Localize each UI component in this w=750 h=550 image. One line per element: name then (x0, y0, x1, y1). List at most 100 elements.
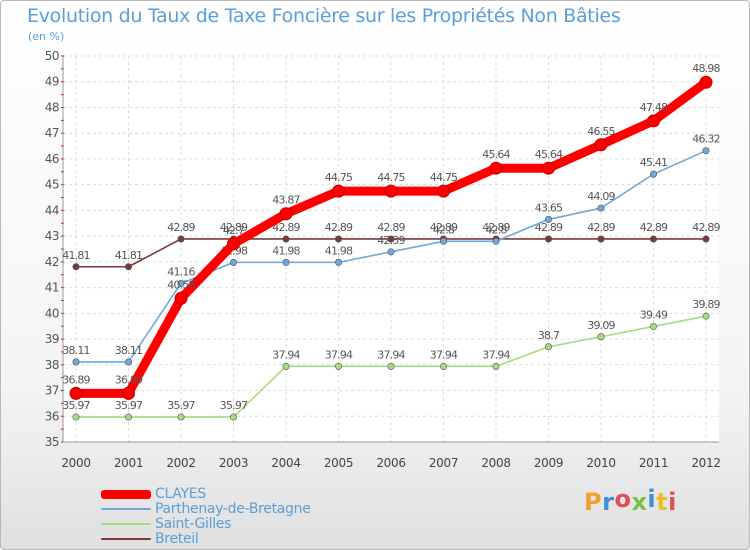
y-tick-label: 38 (45, 358, 59, 372)
data-point-breteil (177, 235, 185, 243)
data-label-saint-gilles: 37.94 (272, 348, 300, 361)
data-point-parthenay (334, 258, 342, 266)
legend-label-saint-gilles: Saint-Gilles (155, 516, 232, 532)
data-point-clayes (647, 114, 660, 128)
data-label-clayes: 36.89 (62, 373, 90, 386)
data-point-saint-gilles (177, 413, 185, 421)
data-label-parthenay: 42.39 (377, 234, 405, 247)
data-label-saint-gilles: 35.97 (220, 399, 248, 412)
x-tick-label: 2000 (61, 456, 90, 470)
data-point-clayes (489, 161, 503, 175)
proxiti-logo: Proxiti (584, 485, 677, 516)
data-point-parthenay (597, 204, 605, 212)
y-tick-label: 50 (45, 49, 59, 63)
data-label-saint-gilles: 37.94 (325, 348, 353, 361)
y-tick-label: 43 (45, 229, 59, 243)
data-point-breteil (72, 263, 80, 271)
chart-title: Evolution du Taux de Taxe Foncière sur l… (27, 5, 621, 27)
y-tick-label: 40 (45, 306, 59, 320)
data-label-saint-gilles: 37.94 (482, 348, 510, 361)
data-point-breteil (282, 235, 290, 243)
data-point-parthenay (125, 358, 133, 366)
data-point-parthenay (230, 258, 238, 266)
y-tick-label: 44 (45, 203, 59, 217)
data-label-breteil: 42.89 (272, 221, 300, 234)
data-point-saint-gilles (282, 362, 290, 370)
x-tick-label: 2009 (534, 456, 563, 470)
data-label-clayes: 44.75 (377, 171, 405, 184)
legend-item-parthenay: Parthenay-de-Bretagne (101, 501, 311, 517)
data-label-clayes: 36.89 (115, 373, 143, 386)
x-tick-label: 2004 (271, 456, 300, 470)
data-label-saint-gilles: 35.97 (115, 399, 143, 412)
x-tick-label: 2011 (639, 456, 668, 470)
data-label-breteil: 42.89 (377, 221, 405, 234)
legend-swatch-saint-gilles (101, 523, 151, 525)
y-tick-label: 37 (45, 384, 59, 398)
data-label-clayes: 45.64 (482, 148, 510, 161)
legend-label-parthenay: Parthenay-de-Bretagne (155, 501, 311, 517)
data-point-clayes (437, 184, 450, 198)
y-tick-label: 47 (45, 126, 59, 140)
data-point-saint-gilles (544, 343, 552, 351)
data-label-parthenay: 42.8 (433, 223, 455, 236)
data-label-breteil: 42.89 (640, 221, 668, 234)
data-label-parthenay: 43.65 (535, 201, 563, 214)
data-label-saint-gilles: 35.97 (62, 399, 90, 412)
data-point-breteil (544, 235, 552, 243)
data-label-parthenay: 45.41 (640, 156, 668, 169)
data-label-clayes: 48.98 (692, 62, 720, 75)
data-point-breteil (649, 235, 657, 243)
data-label-clayes: 40.58 (167, 278, 195, 291)
chart-subtitle: (en %) (28, 30, 65, 43)
x-tick-label: 2006 (376, 456, 405, 470)
legend-label-clayes: CLAYES (155, 486, 206, 502)
data-label-clayes: 42.7 (223, 224, 245, 237)
data-point-clayes (594, 138, 608, 152)
x-tick-label: 2001 (114, 456, 143, 470)
x-tick-label: 2010 (586, 456, 615, 470)
data-label-parthenay: 41.98 (272, 244, 300, 257)
data-point-clayes (69, 386, 83, 400)
legend-swatch-parthenay (101, 508, 151, 510)
data-point-saint-gilles (125, 413, 133, 421)
data-label-breteil: 42.89 (482, 221, 510, 234)
data-label-breteil: 42.89 (220, 221, 248, 234)
data-label-clayes: 44.75 (430, 171, 458, 184)
data-point-clayes (174, 291, 188, 305)
y-tick-label: 42 (45, 255, 59, 269)
data-point-parthenay (72, 358, 80, 366)
data-point-parthenay (282, 258, 290, 266)
data-point-parthenay (439, 237, 447, 245)
y-tick-label: 35 (45, 435, 59, 449)
data-point-breteil (702, 235, 710, 243)
data-point-saint-gilles (597, 333, 605, 341)
data-label-parthenay: 41.98 (325, 244, 353, 257)
data-label-clayes: 45.64 (535, 148, 563, 161)
data-point-clayes (699, 75, 713, 89)
data-label-saint-gilles: 38.7 (538, 329, 560, 342)
data-point-saint-gilles (702, 312, 710, 320)
legend-item-saint-gilles: Saint-Gilles (101, 516, 231, 532)
data-point-clayes (384, 184, 398, 198)
data-label-breteil: 41.81 (62, 249, 90, 262)
x-tick-label: 2008 (481, 456, 510, 470)
data-label-breteil: 42.89 (692, 221, 720, 234)
data-label-parthenay: 46.32 (692, 133, 720, 146)
y-tick-label: 39 (45, 332, 59, 346)
legend-swatch-breteil (101, 538, 151, 540)
data-point-clayes (279, 207, 293, 221)
data-label-breteil: 42.89 (535, 221, 563, 234)
data-label-parthenay: 41.16 (167, 265, 195, 278)
y-tick-label: 48 (45, 100, 59, 114)
y-tick-label: 36 (45, 409, 59, 423)
x-tick-label: 2002 (166, 456, 195, 470)
data-label-breteil: 41.81 (115, 249, 143, 262)
data-point-breteil (387, 235, 395, 243)
data-point-parthenay (702, 147, 710, 155)
data-label-clayes: 43.87 (272, 194, 300, 207)
data-point-saint-gilles (387, 362, 395, 370)
x-tick-label: 2012 (691, 456, 720, 470)
data-label-parthenay: 38.11 (115, 344, 143, 357)
